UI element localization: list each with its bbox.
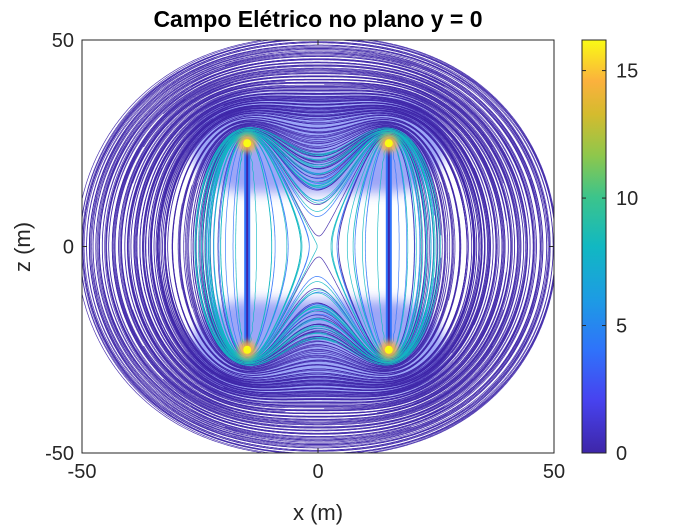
contour-line <box>133 90 503 406</box>
contour-line <box>139 95 497 401</box>
hotspot-core <box>243 139 252 148</box>
contour-line <box>145 100 491 396</box>
contour-line <box>183 123 449 370</box>
x-tick-label: 0 <box>312 461 323 483</box>
contour-line <box>160 108 476 384</box>
contour-line <box>120 72 519 421</box>
contour-line <box>111 67 525 428</box>
contour-line <box>178 118 462 375</box>
contour-line <box>129 84 507 411</box>
contour-line <box>86 42 550 449</box>
hotspot-core <box>243 345 252 354</box>
contour-line <box>204 128 439 365</box>
contour-line <box>92 48 544 443</box>
contour-line <box>86 44 550 451</box>
contour-lines <box>82 40 554 453</box>
colorbar-gradient <box>581 39 607 454</box>
colorbar-ticks: 0 5 10 15 <box>582 61 638 465</box>
contour-line <box>139 92 497 398</box>
contour-line <box>171 117 461 376</box>
contour-line <box>160 109 476 385</box>
colorbar-tick-label: 0 <box>616 443 627 465</box>
contour-line <box>133 87 503 403</box>
contour-line <box>201 127 441 366</box>
contour-line <box>155 106 481 385</box>
y-tick-label: 0 <box>63 237 74 259</box>
hotspot-core <box>384 139 393 148</box>
contour-line <box>200 129 442 364</box>
y-tick-label: -50 <box>45 443 74 465</box>
contour-line <box>157 102 482 391</box>
contour-line <box>112 65 526 428</box>
contour-line <box>205 131 421 362</box>
contour-line <box>124 79 512 417</box>
x-tick-label: -50 <box>68 461 97 483</box>
x-axis-label: x (m) <box>293 500 343 525</box>
x-tick-label: 50 <box>543 461 565 483</box>
contour-line <box>143 93 490 400</box>
x-axis: -50 0 50 <box>68 40 565 483</box>
hotspot-core <box>384 345 393 354</box>
y-axis-label: z (m) <box>10 222 35 272</box>
contour-line <box>184 122 456 371</box>
contour-line <box>192 128 438 365</box>
contour-line <box>118 73 518 423</box>
contour-field <box>82 40 554 453</box>
colorbar-tick-label: 5 <box>616 316 627 338</box>
contour-line <box>92 50 544 445</box>
chart-title: Campo Elétrico no plano y = 0 <box>153 6 482 32</box>
colorbar-tick-label: 10 <box>616 188 638 210</box>
contour-line <box>188 126 443 367</box>
y-axis: -50 0 50 <box>45 30 554 465</box>
y-tick-label: 50 <box>52 30 74 52</box>
contour-line <box>194 127 436 366</box>
contour-line <box>206 131 435 362</box>
contour-line <box>155 108 481 387</box>
contour-line <box>177 120 455 373</box>
plot-area: -50 0 50 -50 0 50 <box>45 30 565 483</box>
contour-line <box>135 83 504 410</box>
contour-line <box>82 40 554 453</box>
contour-line <box>129 82 507 409</box>
contour-line <box>105 61 531 434</box>
contour-line <box>99 56 537 440</box>
colorbar-tick-label: 15 <box>616 61 638 83</box>
contour-line <box>145 97 491 393</box>
contour-line <box>202 129 440 364</box>
contour-line <box>113 69 520 424</box>
contour-line <box>91 49 542 444</box>
colorbar: 0 5 10 15 <box>581 39 638 465</box>
contour-line <box>201 130 428 363</box>
